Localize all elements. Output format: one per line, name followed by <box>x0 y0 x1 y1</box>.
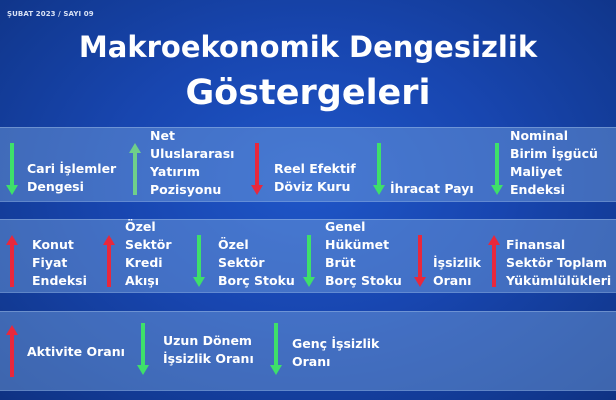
indicator-cari-islemler-dengesi: Cari İşlemler Dengesi <box>27 161 117 194</box>
indicator-band-1 <box>0 127 616 202</box>
down-arrow-icon <box>6 143 18 195</box>
page-title-line1: Makroekonomik Dengesizlik <box>78 30 538 64</box>
up-arrow-icon <box>6 325 18 377</box>
down-arrow-icon <box>193 235 205 287</box>
indicator-ozel-sektor-kredi-akisi: Özel Sektör Kredi Akışı <box>125 219 172 288</box>
indicator-konut-fiyat-endeksi: Konut Fiyat Endeksi <box>32 237 87 288</box>
indicator-band-3 <box>0 311 616 391</box>
down-arrow-icon <box>373 143 385 195</box>
indicator-ihracat-payi: İhracat Payı <box>390 181 474 196</box>
indicator-net-uluslararasi-yatirim-pozisyonu: Net Uluslararası Yatırım Pozisyonu <box>150 128 235 197</box>
up-arrow-icon <box>129 143 141 195</box>
indicator-reel-efektif-doviz-kuru: Reel Efektif Döviz Kuru <box>274 161 356 194</box>
down-arrow-icon <box>303 235 315 287</box>
up-arrow-icon <box>103 235 115 287</box>
indicator-aktivite-orani: Aktivite Oranı <box>27 344 125 359</box>
indicator-ozel-sektor-borc-stoku: Özel Sektör Borç Stoku <box>218 237 295 288</box>
indicator-issizlik-orani: İşsizlik Oranı <box>433 255 481 288</box>
indicator-genel-hukumet-brut-borc-stoku: Genel Hükümet Brüt Borç Stoku <box>325 219 402 288</box>
down-arrow-icon <box>137 323 149 375</box>
indicator-genc-issizlik-orani: Genç İşsizlik Oranı <box>292 336 380 369</box>
indicator-finansal-sektor-toplam-yukumlulukleri: Finansal Sektör Toplam Yükümlülükleri <box>506 237 612 288</box>
down-arrow-icon <box>270 323 282 375</box>
issue-label: ŞUBAT 2023 / SAYI 09 <box>7 10 94 18</box>
indicator-nominal-birim-isgucu-maliyet-endeksi: Nominal Birim İşgücü Maliyet Endeksi <box>510 128 598 197</box>
indicator-uzun-donem-issizlik-orani: Uzun Dönem İşsizlik Oranı <box>163 333 254 366</box>
up-arrow-icon <box>488 235 500 287</box>
down-arrow-icon <box>491 143 503 195</box>
up-arrow-icon <box>6 235 18 287</box>
down-arrow-icon <box>414 235 426 287</box>
down-arrow-icon <box>251 143 263 195</box>
page-title-line2: Göstergeleri <box>185 73 431 113</box>
